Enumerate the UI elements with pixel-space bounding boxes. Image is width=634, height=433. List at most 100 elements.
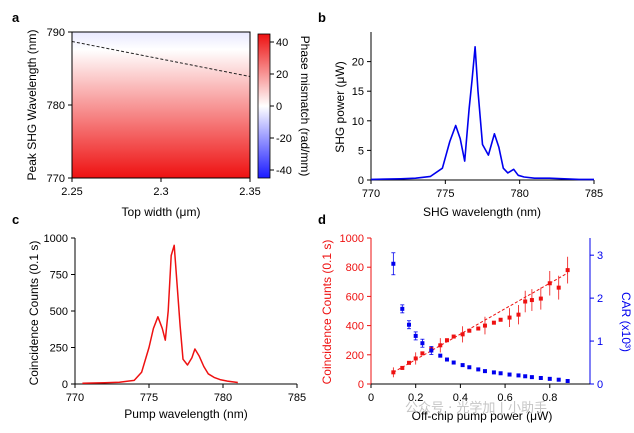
car-point — [413, 333, 418, 338]
car-point — [460, 363, 465, 368]
car-point — [406, 322, 411, 327]
coincidence-point — [529, 298, 534, 303]
x-tick-label: 2.35 — [239, 186, 260, 198]
colorbar-tick-label: 40 — [276, 37, 288, 49]
colorbar-tick-label: -20 — [276, 133, 292, 145]
car-point — [482, 369, 487, 374]
x-tick-label: 775 — [436, 188, 454, 200]
car-point — [491, 370, 496, 375]
y-tick-label: 780 — [47, 100, 65, 112]
y-tick-label: 1000 — [44, 233, 68, 245]
panel-label-c: c — [12, 212, 19, 227]
coincidence-point — [491, 320, 496, 325]
x-tick-label: 775 — [140, 392, 158, 404]
y-tick-label: 770 — [47, 173, 65, 185]
x-tick-label: 2.3 — [153, 186, 168, 198]
axes: 0 0.2 0.4 0.6 0.8 0 200 400 600 800 1000 0 1 2 3 — [340, 233, 604, 404]
y-tick-label-right: 3 — [597, 250, 603, 262]
car-point — [451, 360, 456, 365]
x-tick-label: 770 — [362, 188, 380, 200]
shg-spectrum-line — [370, 46, 594, 181]
heatmap-fill — [72, 32, 250, 178]
car-points — [391, 252, 570, 383]
colorbar-ticks: 40 20 0 -20 -40 — [270, 37, 292, 177]
y-tick-label-left: 200 — [346, 350, 364, 362]
coincidence-points — [391, 256, 570, 378]
car-point — [538, 375, 543, 380]
colorbar-tick-label: 20 — [276, 69, 288, 81]
coincidence-point — [406, 360, 411, 365]
x-tick-label: 0.8 — [542, 392, 557, 404]
x-tick-label: 0.6 — [497, 392, 512, 404]
car-point — [529, 375, 534, 380]
coincidence-spectrum-line — [82, 244, 238, 385]
car-point — [556, 377, 561, 382]
colorbar-label: Phase mismatch (rad/mm) — [298, 36, 312, 177]
car-point — [565, 378, 570, 383]
y-tick-label: 500 — [50, 306, 68, 318]
x-tick-label: 770 — [66, 392, 84, 404]
panel-d: 0 0.2 0.4 0.6 0.8 0 200 400 600 800 1000 0 1 2 3 Off-c… — [320, 233, 633, 423]
y-axis-label: Coincidence Counts (0.1 s) — [27, 241, 41, 386]
colorbar — [257, 33, 271, 179]
y-tick-label: 790 — [47, 27, 65, 39]
y-axis-ticks: 770 780 790 — [47, 27, 72, 185]
y-tick-label: 750 — [50, 270, 68, 282]
colorbar-tick-label: -40 — [276, 165, 292, 177]
y-tick-label-left: 400 — [346, 321, 364, 333]
y-tick-label: 15 — [352, 86, 364, 98]
car-point — [547, 376, 552, 381]
car-point — [516, 373, 521, 378]
y-tick-label-right: 1 — [597, 336, 603, 348]
y-tick-label-left: 800 — [346, 262, 364, 274]
coincidence-point — [400, 365, 405, 370]
y-tick-label-left: 0 — [358, 379, 364, 391]
panel-label-b: b — [318, 10, 326, 25]
y-axis-label: SHG power (μW) — [333, 61, 347, 153]
x-tick-label: 2.25 — [61, 186, 82, 198]
y-tick-label-right: 2 — [597, 293, 603, 305]
x-axis-ticks: 2.25 2.3 2.35 — [61, 178, 261, 198]
coincidence-point — [476, 326, 481, 331]
coincidence-point — [460, 332, 465, 337]
y-tick-label: 10 — [352, 116, 364, 128]
x-tick-label: 0.4 — [453, 392, 468, 404]
coincidence-point — [523, 299, 528, 304]
y-tick-label: 5 — [358, 145, 364, 157]
coincidence-point — [438, 343, 443, 348]
coincidence-point — [444, 338, 449, 343]
car-point — [507, 372, 512, 377]
x-tick-label: 785 — [585, 188, 603, 200]
y-axis-label-right: CAR (x10³) — [619, 292, 633, 352]
coincidence-point — [565, 268, 570, 273]
coincidence-point — [516, 312, 521, 317]
car-point — [400, 306, 405, 311]
car-point — [391, 261, 396, 266]
coincidence-point — [556, 285, 561, 290]
coincidence-point — [498, 317, 503, 322]
linear-fit-line — [393, 272, 568, 373]
x-axis-label: Top width (μm) — [122, 205, 201, 219]
y-axis-label-left: Coincidence Counts (0.1 s) — [320, 240, 334, 385]
y-tick-label: 0 — [62, 379, 68, 391]
x-axis-label: Pump wavelength (nm) — [124, 407, 247, 421]
axes: 770 775 780 785 0 5 10 15 20 — [352, 32, 603, 200]
x-tick-label: 780 — [510, 188, 528, 200]
panel-label-a: a — [12, 10, 20, 25]
panel-c: 770 775 780 785 0 250 500 750 1000 Pump waveleng… — [27, 233, 306, 421]
car-point — [467, 365, 472, 370]
x-tick-label: 785 — [288, 392, 306, 404]
car-point — [438, 353, 443, 358]
y-tick-label-left: 1000 — [340, 233, 364, 245]
coincidence-point — [482, 323, 487, 328]
x-axis-label: Off-chip pump power (μW) — [412, 409, 553, 423]
watermark: 公众号 · 光学加 | 小助手 — [405, 400, 547, 416]
coincidence-point — [538, 296, 543, 301]
car-point — [523, 374, 528, 379]
axes: 770 775 780 785 0 250 500 750 1000 — [44, 233, 307, 404]
x-tick-label: 0 — [368, 392, 374, 404]
panel-a: 2.25 2.3 2.35 770 780 790 Top width (μm) Pea… — [25, 27, 312, 219]
y-tick-label: 0 — [358, 175, 364, 187]
coincidence-point — [413, 356, 418, 361]
